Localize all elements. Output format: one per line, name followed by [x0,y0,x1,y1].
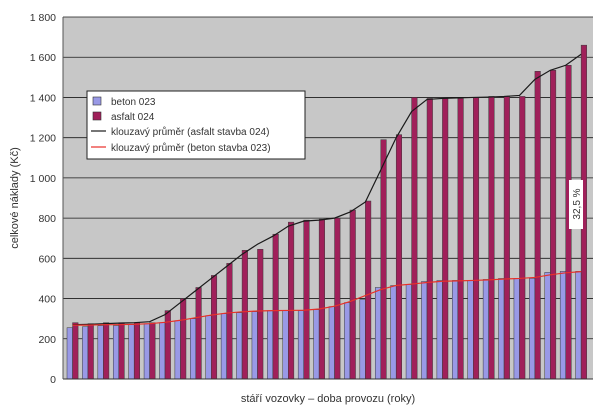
bar-asfalt [303,219,310,380]
bar-asfalt [87,323,94,380]
bar-asfalt [164,310,171,380]
bar-asfalt [503,96,510,380]
bar-beton [390,285,397,380]
percent-annotation: 32,5 % [569,180,583,229]
bar-asfalt [411,97,418,380]
bar-beton [251,311,258,380]
x-axis-label: stáří vozovky – doba provozu (roky) [241,393,415,405]
bar-beton [498,278,505,380]
bar-asfalt [118,322,125,380]
legend-label-asfalt: asfalt 024 [111,112,155,123]
y-tick-label: 1 200 [30,133,56,145]
bar-beton [421,281,428,380]
bar-beton [467,280,474,380]
bar-beton [513,278,520,380]
bar-beton [82,326,89,380]
bar-beton [297,310,304,380]
bar-beton [374,287,382,380]
bar-asfalt [473,97,480,380]
bar-asfalt [318,218,325,380]
y-tick-label: 1 400 [30,92,56,104]
bar-asfalt [226,263,233,380]
trend-lines [72,53,582,326]
bar-beton [205,315,212,380]
bar-asfalt [334,217,341,380]
bar-beton [575,271,582,380]
legend-label-beton-avg: klouzavý průměr (beton stavba 023) [111,142,271,154]
bar-beton [267,310,274,380]
legend-label-beton: beton 023 [111,97,156,108]
bar-asfalt [103,322,110,380]
bar-asfalt [211,275,218,380]
bar-asfalt [72,322,79,380]
legend-label-asfalt-avg: klouzavý průměr (asfalt stavba 024) [111,126,269,138]
bar-asfalt [180,298,187,380]
bar-beton [128,324,135,380]
bar-beton [143,323,150,380]
bar-asfalt [288,221,295,380]
bar-asfalt [550,70,557,380]
bar-asfalt [349,209,356,380]
bar-asfalt [534,71,541,380]
bar-beton [236,312,243,380]
bar-beton [452,280,459,380]
bar-beton [313,309,320,380]
bar-beton [282,310,289,380]
bar-beton [482,279,489,380]
bar-asfalt [395,134,403,380]
bar-asfalt [365,200,372,380]
line-beton-moving-average [72,271,582,326]
bar-beton [405,284,412,380]
bar-asfalt [133,322,140,380]
y-tick-label: 1 800 [30,12,56,24]
legend-swatch-beton [92,96,102,106]
bar-beton [328,306,335,380]
line-asfalt-moving-average [72,53,582,326]
y-tick-label: 1 600 [30,52,56,64]
y-tick-label: 800 [38,213,56,225]
bar-beton [66,327,73,380]
annotation-label: 32,5 % [572,188,583,219]
bar-asfalt [149,322,156,380]
bar-asfalt [272,233,279,380]
bar-beton [190,318,197,380]
bar-asfalt [442,98,449,380]
y-tick-label: 0 [50,374,56,386]
bar-beton [220,313,227,380]
annotation-box [569,180,583,229]
bar-asfalt [257,249,264,380]
plot-area [63,17,593,379]
bar-asfalt [380,139,387,380]
bar-beton [159,322,166,380]
bar-asfalt [426,98,433,380]
bar-asfalt [195,287,202,380]
bar-beton [112,325,120,380]
bar-beton [559,271,566,380]
bar-beton [544,272,551,380]
y-tick-label: 400 [38,294,56,306]
legend-swatch-asfalt [92,111,102,121]
bar-beton [436,280,443,380]
bar-asfalt [457,98,464,380]
bar-asfalt [519,96,526,380]
y-tick-label: 200 [38,334,56,346]
bar-beton [359,299,366,380]
bar-beton [97,325,104,380]
y-axis-label: celkové náklady (Kč) [9,147,21,249]
legend: beton 023 asfalt 024 klouzavý průměr (as… [86,90,306,160]
legend-box [86,90,306,160]
bars [66,44,587,380]
y-tick-labels: 0 200 400 600 800 1 000 1 200 1 400 1 600 1 800 [30,12,56,386]
bar-beton [344,302,351,380]
bar-beton [529,278,536,380]
y-tick-label: 600 [38,253,56,265]
y-tick-label: 1 000 [30,173,56,185]
bar-asfalt [241,250,248,380]
bar-asfalt [488,96,495,380]
bar-beton [174,320,181,380]
